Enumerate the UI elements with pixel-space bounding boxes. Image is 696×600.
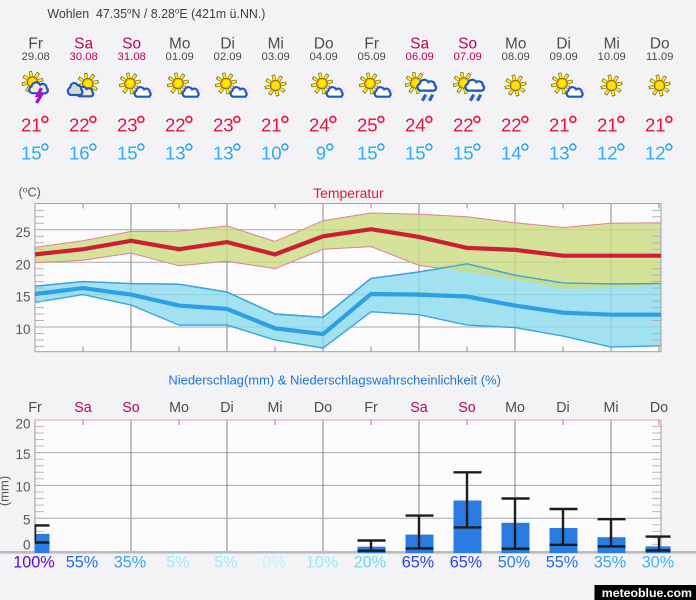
svg-text:10.09: 10.09 <box>598 51 626 63</box>
svg-text:Fr: Fr <box>364 36 379 53</box>
svg-text:29.08: 29.08 <box>22 51 50 63</box>
svg-text:21: 21 <box>549 115 570 136</box>
svg-text:21: 21 <box>261 115 282 136</box>
svg-text:13: 13 <box>165 143 186 164</box>
svg-text:30.08: 30.08 <box>70 51 98 63</box>
svg-text:24: 24 <box>309 115 330 136</box>
svg-text:50%: 50% <box>498 553 530 571</box>
svg-text:meteoblue.com: meteoblue.com <box>602 586 692 600</box>
svg-text:20%: 20% <box>354 553 386 571</box>
svg-text:(oC): (oC) <box>19 184 41 199</box>
svg-text:15: 15 <box>357 143 378 164</box>
svg-text:15: 15 <box>453 143 474 164</box>
svg-text:35%: 35% <box>594 553 626 571</box>
svg-text:Di: Di <box>220 36 235 53</box>
svg-text:15: 15 <box>21 143 42 164</box>
svg-text:Do: Do <box>314 400 332 416</box>
svg-text:Mo: Mo <box>505 400 525 416</box>
svg-text:Di: Di <box>220 400 234 416</box>
svg-text:So: So <box>458 400 476 416</box>
svg-text:10%: 10% <box>306 553 338 571</box>
svg-text:So: So <box>122 400 140 416</box>
svg-text:Do: Do <box>314 36 334 53</box>
svg-text:10: 10 <box>15 322 30 337</box>
svg-text:04.09: 04.09 <box>310 51 338 63</box>
svg-text:13: 13 <box>549 143 570 164</box>
svg-text:20: 20 <box>15 257 30 272</box>
svg-text:15: 15 <box>15 290 30 305</box>
svg-text:24: 24 <box>405 115 426 136</box>
svg-text:0%: 0% <box>262 553 285 571</box>
svg-text:Mi: Mi <box>604 36 620 53</box>
svg-text:21: 21 <box>597 115 618 136</box>
svg-text:Temperatur: Temperatur <box>313 186 384 202</box>
svg-text:21: 21 <box>21 115 42 136</box>
svg-text:25: 25 <box>357 115 378 136</box>
svg-text:Mo: Mo <box>505 36 526 53</box>
svg-text:100%: 100% <box>13 553 54 571</box>
svg-text:10: 10 <box>261 143 282 164</box>
svg-text:Fr: Fr <box>28 400 42 416</box>
svg-text:Di: Di <box>556 400 570 416</box>
svg-text:23: 23 <box>117 115 138 136</box>
svg-text:30%: 30% <box>642 553 674 571</box>
svg-text:Di: Di <box>556 36 571 53</box>
svg-text:14: 14 <box>501 143 522 164</box>
svg-text:22: 22 <box>165 115 186 136</box>
svg-text:25: 25 <box>15 225 30 240</box>
svg-text:05.09: 05.09 <box>358 51 386 63</box>
svg-text:Do: Do <box>650 36 670 53</box>
svg-text:Sa: Sa <box>74 36 93 53</box>
svg-text:5: 5 <box>23 513 31 528</box>
svg-text:21: 21 <box>645 115 666 136</box>
svg-text:35%: 35% <box>114 553 146 571</box>
svg-text:So: So <box>122 36 141 53</box>
svg-text:15: 15 <box>15 447 30 462</box>
svg-text:5%: 5% <box>214 553 237 571</box>
svg-text:22: 22 <box>501 115 522 136</box>
svg-text:So: So <box>458 36 477 53</box>
svg-text:12: 12 <box>597 143 618 164</box>
svg-text:Fr: Fr <box>28 36 43 53</box>
svg-text:15: 15 <box>405 143 426 164</box>
svg-text:01.09: 01.09 <box>166 51 194 63</box>
svg-text:Mo: Mo <box>169 400 189 416</box>
svg-text:10: 10 <box>15 480 30 495</box>
svg-text:22: 22 <box>69 115 90 136</box>
svg-text:31.08: 31.08 <box>118 51 146 63</box>
svg-text:55%: 55% <box>546 553 578 571</box>
svg-text:12: 12 <box>645 143 666 164</box>
svg-text:(mm): (mm) <box>0 476 12 506</box>
svg-text:Niederschlag(mm) & Niederschla: Niederschlag(mm) & Niederschlagswahrsche… <box>168 372 501 387</box>
svg-text:13: 13 <box>213 143 234 164</box>
svg-text:0: 0 <box>23 538 31 553</box>
svg-text:06.09: 06.09 <box>406 51 434 63</box>
svg-text:55%: 55% <box>66 553 98 571</box>
svg-text:16: 16 <box>69 143 90 164</box>
svg-text:15: 15 <box>117 143 138 164</box>
svg-text:Sa: Sa <box>410 400 428 416</box>
svg-text:03.09: 03.09 <box>262 51 290 63</box>
svg-text:22: 22 <box>453 115 474 136</box>
svg-text:11.09: 11.09 <box>646 51 673 63</box>
svg-text:08.09: 08.09 <box>502 51 530 63</box>
svg-text:02.09: 02.09 <box>214 51 242 63</box>
svg-text:Mi: Mi <box>267 400 282 416</box>
svg-text:Do: Do <box>650 400 668 416</box>
svg-text:Fr: Fr <box>364 400 378 416</box>
svg-text:65%: 65% <box>402 553 434 571</box>
svg-text:07.09: 07.09 <box>454 51 482 63</box>
svg-text:Sa: Sa <box>74 400 92 416</box>
svg-text:Wohlen 47.35oN / 8.28oE (421m: Wohlen 47.35oN / 8.28oE (421m ü.NN.) <box>47 5 265 21</box>
svg-text:65%: 65% <box>450 553 482 571</box>
svg-text:5%: 5% <box>166 553 189 571</box>
svg-text:20: 20 <box>15 416 30 431</box>
svg-text:Mi: Mi <box>268 36 284 53</box>
svg-text:Mo: Mo <box>169 36 190 53</box>
svg-text:Mi: Mi <box>603 400 618 416</box>
svg-text:09.09: 09.09 <box>550 51 578 63</box>
svg-text:Sa: Sa <box>410 36 429 53</box>
svg-text:9: 9 <box>316 143 326 164</box>
svg-text:23: 23 <box>213 115 234 136</box>
